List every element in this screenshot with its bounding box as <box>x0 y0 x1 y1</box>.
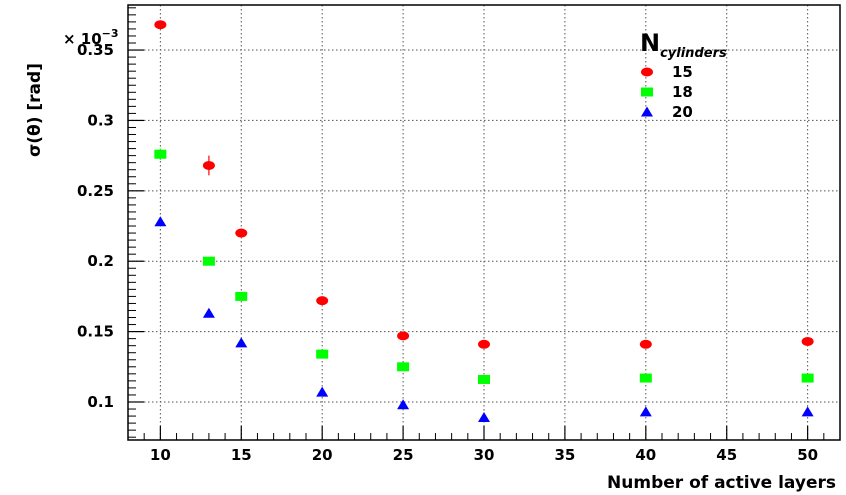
x-tick-label: 10 <box>150 446 171 464</box>
y-tick-labels: 0.1 0.15 0.2 0.25 0.3 0.35 <box>77 41 114 411</box>
x-tick-label: 30 <box>474 446 495 464</box>
data-point <box>235 337 248 348</box>
x-tick-label: 45 <box>716 446 737 464</box>
y-axis-label: σ(θ) [rad] <box>25 63 45 157</box>
y-tick-label: 0.3 <box>87 111 114 129</box>
legend: Ncylinders 15 18 20 <box>640 29 727 121</box>
data-point <box>397 399 410 410</box>
data-point <box>639 373 652 383</box>
data-point <box>801 336 814 346</box>
series-20 <box>154 216 814 422</box>
legend-item-18: 18 <box>641 83 693 101</box>
data-point <box>154 216 167 227</box>
y-multiplier-base: × 10 <box>63 30 102 48</box>
legend-marker-triangle <box>641 106 653 117</box>
x-tick-label: 50 <box>797 446 818 464</box>
legend-label: 15 <box>672 63 693 81</box>
data-point <box>801 406 814 417</box>
legend-title-subscript: cylinders <box>660 46 727 61</box>
y-multiplier-exponent: −3 <box>102 27 119 40</box>
data-point <box>202 307 215 318</box>
data-point <box>478 374 490 384</box>
y-tick-label: 0.2 <box>87 252 114 270</box>
x-tick-label: 25 <box>393 446 414 464</box>
data-point <box>397 362 410 372</box>
x-axis-label: Number of active layers <box>607 473 836 493</box>
y-tick-label: 0.1 <box>87 393 114 411</box>
data-point <box>202 160 215 170</box>
legend-title: Ncylinders <box>640 29 727 61</box>
x-tick-label: 20 <box>312 446 333 464</box>
y-tick-label: 0.35 <box>77 41 114 59</box>
y-axis-multiplier: × 10−3 <box>63 27 119 48</box>
legend-title-main: N <box>640 29 660 57</box>
series-15 <box>154 20 814 349</box>
data-point <box>316 349 329 359</box>
series-18 <box>154 148 814 384</box>
data-point <box>397 331 410 341</box>
x-tick-label: 40 <box>635 446 656 464</box>
data-point <box>478 339 490 349</box>
legend-item-20: 20 <box>641 103 693 121</box>
data-point <box>154 149 167 159</box>
x-tick-label: 15 <box>231 446 252 464</box>
legend-label: 20 <box>672 103 693 121</box>
data-point <box>801 373 814 383</box>
data-point <box>478 411 490 422</box>
grid-lines <box>128 5 840 440</box>
data-point <box>202 256 215 266</box>
data-point <box>235 228 248 238</box>
data-point <box>235 291 248 301</box>
data-point <box>639 339 652 349</box>
data-point <box>316 386 329 397</box>
axis-ticks <box>127 7 841 440</box>
data-points <box>154 20 814 422</box>
x-tick-label: 35 <box>554 446 575 464</box>
data-point <box>316 296 329 306</box>
legend-item-15: 15 <box>641 63 693 81</box>
legend-marker-square <box>641 87 653 97</box>
data-point <box>154 20 167 30</box>
data-point <box>639 406 652 417</box>
legend-label: 18 <box>672 83 693 101</box>
y-tick-label: 0.25 <box>77 182 114 200</box>
legend-marker-circle <box>641 67 653 77</box>
y-tick-label: 0.15 <box>77 323 114 341</box>
x-tick-labels: 10 15 20 25 30 35 40 45 50 <box>150 446 818 464</box>
